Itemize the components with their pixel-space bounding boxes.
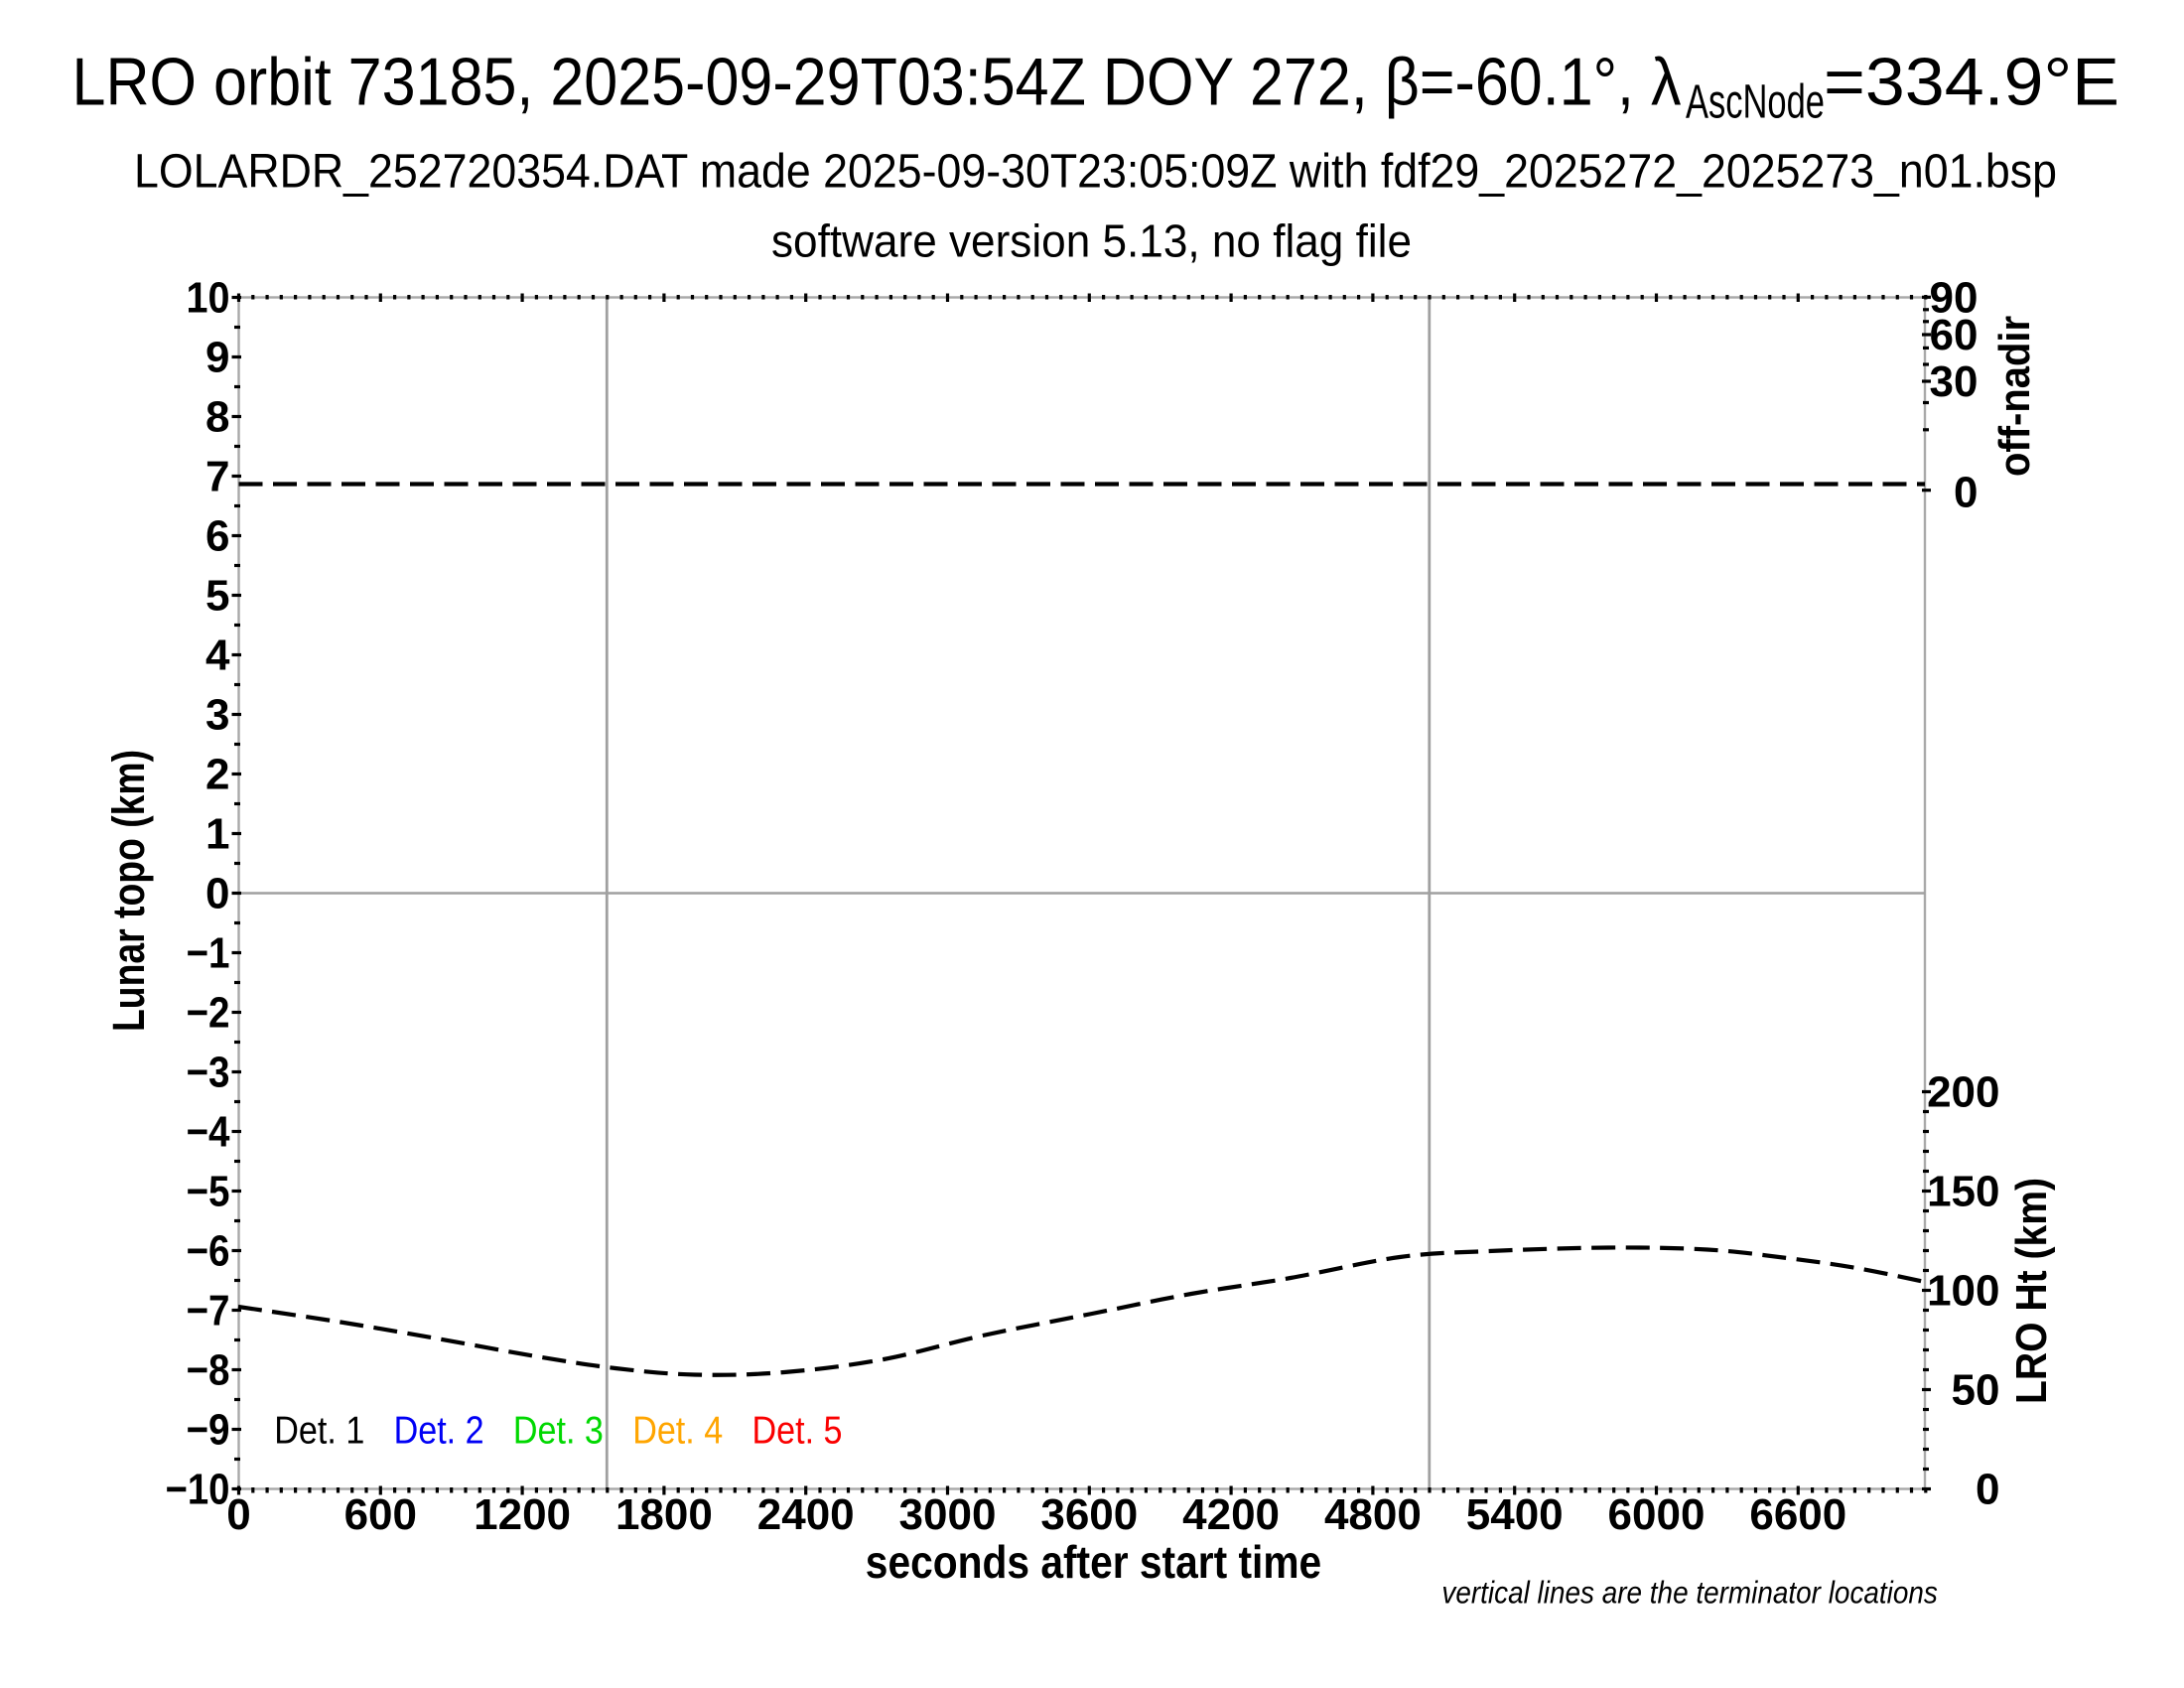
svg-text:6000: 6000 (1608, 1490, 1706, 1539)
svg-text:3: 3 (205, 691, 229, 740)
svg-text:100: 100 (1927, 1267, 1999, 1316)
svg-text:AscNode: AscNode (1686, 76, 1825, 129)
svg-text:3600: 3600 (1040, 1490, 1138, 1539)
svg-text:3000: 3000 (899, 1490, 997, 1539)
svg-text:2400: 2400 (757, 1490, 855, 1539)
svg-text:5400: 5400 (1466, 1490, 1564, 1539)
svg-text:0: 0 (226, 1490, 250, 1539)
svg-text:software version 5.13, no flag: software version 5.13, no flag file (771, 215, 1412, 267)
svg-text:vertical lines are the termina: vertical lines are the terminator locati… (1441, 1575, 1938, 1611)
svg-text:−9: −9 (187, 1406, 230, 1455)
svg-text:LOLARDR_252720354.DAT made 202: LOLARDR_252720354.DAT made 2025-09-30T23… (134, 146, 2057, 199)
svg-text:600: 600 (344, 1490, 417, 1539)
svg-text:−10: −10 (166, 1466, 230, 1514)
svg-text:200: 200 (1927, 1068, 1999, 1117)
svg-text:0: 0 (1976, 1466, 1999, 1514)
svg-text:4: 4 (205, 632, 230, 680)
svg-text:off-nadir: off-nadir (1990, 316, 2039, 477)
svg-text:LRO orbit 73185, 2025-09-29T03: LRO orbit 73185, 2025-09-29T03:54Z DOY 2… (72, 45, 1682, 120)
svg-text:Det. 4: Det. 4 (632, 1410, 723, 1453)
svg-text:−6: −6 (187, 1227, 230, 1276)
svg-text:60: 60 (1930, 311, 1979, 359)
svg-text:0: 0 (205, 870, 229, 918)
svg-text:1200: 1200 (474, 1490, 571, 1539)
svg-text:7: 7 (205, 453, 229, 501)
svg-text:−2: −2 (187, 989, 230, 1038)
svg-text:−7: −7 (187, 1287, 230, 1336)
svg-text:50: 50 (1952, 1366, 2000, 1415)
svg-text:1: 1 (205, 810, 229, 859)
svg-text:90: 90 (1930, 273, 1979, 322)
svg-text:10: 10 (187, 274, 230, 323)
svg-text:0: 0 (1954, 469, 1978, 517)
svg-text:1800: 1800 (615, 1490, 713, 1539)
svg-text:4200: 4200 (1182, 1490, 1280, 1539)
svg-text:LRO Ht (km): LRO Ht (km) (2007, 1178, 2056, 1404)
svg-text:−8: −8 (187, 1346, 230, 1395)
svg-text:6600: 6600 (1749, 1490, 1846, 1539)
svg-text:−5: −5 (187, 1168, 230, 1216)
svg-text:−3: −3 (187, 1049, 230, 1097)
svg-text:30: 30 (1930, 357, 1979, 406)
svg-text:=334.9°E: =334.9°E (1824, 45, 2119, 120)
svg-text:Lunar topo (km): Lunar topo (km) (103, 750, 154, 1032)
svg-text:9: 9 (205, 334, 229, 382)
svg-text:−4: −4 (187, 1108, 230, 1157)
svg-text:8: 8 (205, 393, 229, 442)
svg-text:150: 150 (1927, 1168, 1999, 1216)
svg-text:Det. 1: Det. 1 (274, 1410, 364, 1453)
svg-text:Det. 3: Det. 3 (513, 1410, 604, 1453)
svg-text:seconds after start time: seconds after start time (866, 1536, 1321, 1588)
svg-text:Det. 2: Det. 2 (394, 1410, 484, 1453)
svg-text:−1: −1 (187, 929, 230, 978)
svg-text:5: 5 (205, 572, 229, 621)
svg-text:2: 2 (205, 751, 229, 799)
svg-text:4800: 4800 (1324, 1490, 1422, 1539)
svg-text:6: 6 (205, 512, 229, 561)
svg-text:Det. 5: Det. 5 (752, 1410, 843, 1453)
